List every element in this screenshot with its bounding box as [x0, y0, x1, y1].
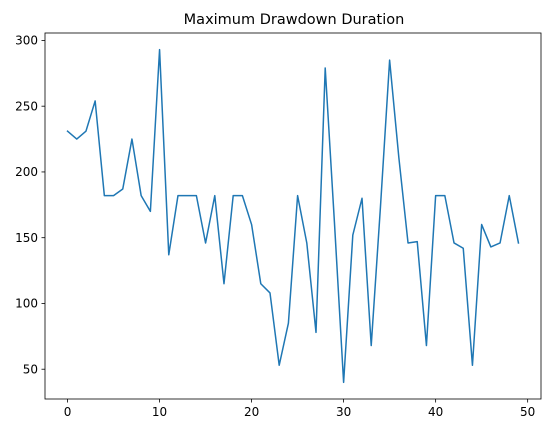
- x-tick-label: 50: [520, 405, 535, 419]
- x-tick-label: 30: [336, 405, 351, 419]
- y-tick-label: 250: [15, 99, 38, 113]
- y-tick-label: 150: [15, 231, 38, 245]
- chart-title: Maximum Drawdown Duration: [184, 12, 405, 28]
- x-tick-label: 40: [428, 405, 443, 419]
- x-tick-label: 0: [64, 405, 72, 419]
- axes-frame: [44, 32, 542, 400]
- series-line-0: [66, 48, 520, 384]
- y-tick-label: 200: [15, 165, 38, 179]
- y-tick-label: 300: [15, 34, 38, 48]
- x-tick-label: 20: [244, 405, 259, 419]
- x-tick-label: 10: [152, 405, 167, 419]
- axes: 0 10 20 30 40 50 50 100 150 200 250 300: [15, 32, 542, 419]
- y-tick-label: 50: [23, 362, 38, 376]
- y-tick-label: 100: [15, 297, 38, 311]
- plot-area: [66, 48, 520, 384]
